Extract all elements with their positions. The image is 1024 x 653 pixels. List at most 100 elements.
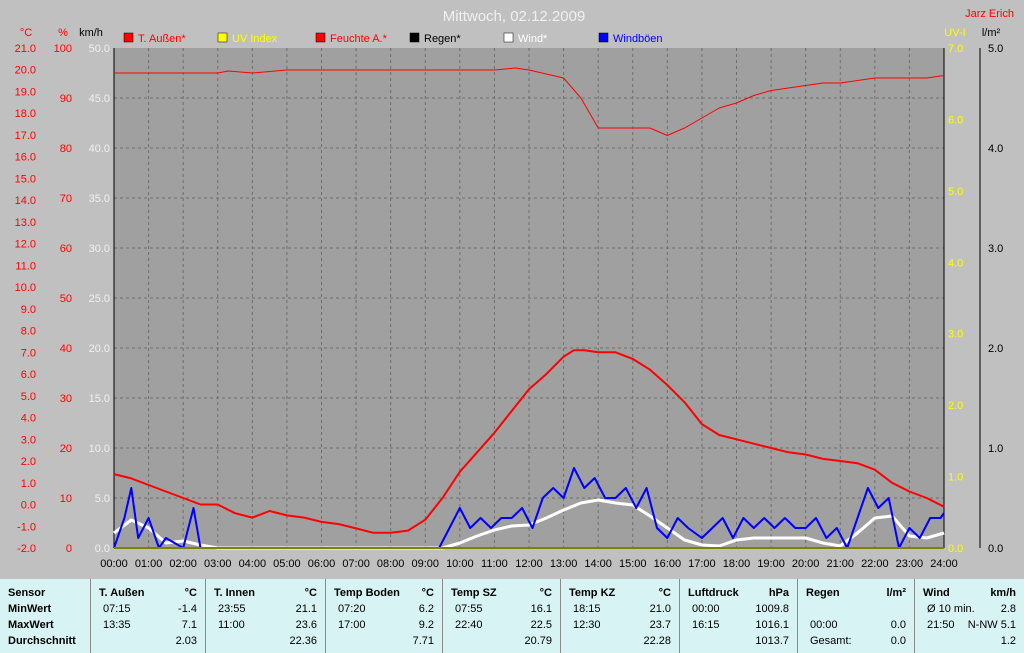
- wind-tick-label: 35.0: [89, 193, 110, 205]
- humidity-tick-label: 0: [66, 543, 72, 555]
- humidity-tick-label: 20: [60, 443, 72, 455]
- temp-tick-label: 3.0: [21, 434, 36, 446]
- temp-tick-label: 19.0: [15, 86, 36, 98]
- column-title: Temp Boden: [334, 587, 400, 599]
- legend-label: Windböen: [613, 33, 663, 45]
- column-title: Temp KZ: [569, 587, 616, 599]
- stats-column: Temp KZ °C 18:15 21.0 12:30 23.7 22.28: [560, 579, 679, 653]
- temp-tick-label: 16.0: [15, 152, 36, 164]
- legend-label: T. Außen*: [138, 33, 186, 45]
- x-tick-label: 24:00: [930, 558, 958, 570]
- min-time: 18:15: [573, 603, 601, 615]
- avg-value: 1.2: [1000, 635, 1016, 647]
- minwert-label: MinWert: [8, 603, 52, 615]
- legend-label: Wind*: [518, 33, 548, 45]
- stats-column: Regen l/m² 00:00 0.0 Gesamt: 0.0: [797, 579, 914, 653]
- maxwert-label: MaxWert: [8, 619, 54, 631]
- max-value: 22.5: [530, 619, 552, 631]
- stats-table: Sensor MinWert MaxWert Durchschnitt T. A…: [0, 579, 1024, 653]
- x-tick-label: 15:00: [619, 558, 647, 570]
- column-unit: km/h: [990, 587, 1016, 599]
- temp-tick-label: 11.0: [15, 260, 36, 272]
- min-value: 21.1: [295, 603, 317, 615]
- x-tick-label: 00:00: [100, 558, 128, 570]
- max-time: 22:40: [455, 619, 483, 631]
- uv-axis-unit: UV-I: [944, 27, 965, 39]
- humidity-tick-label: 60: [60, 243, 72, 255]
- min-time: Ø 10 min.: [927, 603, 975, 615]
- temp-tick-label: 15.0: [15, 173, 36, 185]
- min-time: 00:00: [692, 603, 720, 615]
- humidity-tick-label: 70: [60, 193, 72, 205]
- x-tick-label: 14:00: [584, 558, 612, 570]
- x-tick-label: 17:00: [688, 558, 716, 570]
- min-time: 07:55: [455, 603, 483, 615]
- max-time: 13:35: [103, 619, 131, 631]
- legend-swatch: [409, 32, 420, 43]
- avg-value: 7.71: [412, 635, 434, 647]
- temp-axis-unit: °C: [20, 27, 32, 39]
- temp-tick-label: 0.0: [21, 500, 36, 512]
- temp-tick-label: -2.0: [17, 543, 36, 555]
- x-tick-label: 04:00: [239, 558, 267, 570]
- wind-tick-label: 50.0: [89, 43, 110, 55]
- max-time: 12:30: [573, 619, 601, 631]
- temp-tick-label: 10.0: [15, 282, 36, 294]
- stats-column: T. Innen °C 23:55 21.1 11:00 23.6 22.36: [205, 579, 325, 653]
- max-time: 00:00: [810, 619, 838, 631]
- temp-tick-label: 5.0: [21, 391, 36, 403]
- weather-chart: 00:00 01:00 02:00 03:00 04:00 05:00 06:00 07:00…: [14, 8, 1014, 570]
- humidity-tick-label: 50: [60, 293, 72, 305]
- uv-tick-label: 5.0: [948, 186, 963, 198]
- wind-axis-unit: km/h: [79, 27, 103, 39]
- column-unit: °C: [539, 587, 552, 599]
- rain-tick-label: 3.0: [988, 243, 1003, 255]
- x-tick-label: 13:00: [550, 558, 578, 570]
- uv-tick-label: 2.0: [948, 400, 963, 412]
- max-value: 23.6: [295, 619, 317, 631]
- x-tick-label: 19:00: [757, 558, 785, 570]
- stats-rowlabels: Sensor MinWert MaxWert Durchschnitt: [0, 579, 90, 653]
- durchschnitt-label: Durchschnitt: [8, 635, 76, 647]
- avg-value: 1013.7: [755, 635, 789, 647]
- avg-value: 22.36: [289, 635, 317, 647]
- column-title: Regen: [806, 587, 840, 599]
- series-lines: [113, 67, 945, 550]
- min-value: 6.2: [418, 603, 434, 615]
- max-value: 1016.1: [755, 619, 789, 631]
- temp-tick-label: 7.0: [21, 347, 36, 359]
- wind-tick-label: 0.0: [95, 543, 110, 555]
- x-tick-label: 20:00: [792, 558, 820, 570]
- x-tick-label: 10:00: [446, 558, 474, 570]
- temp-tick-label: 12.0: [15, 239, 36, 251]
- grid: [114, 48, 944, 548]
- x-tick-label: 16:00: [654, 558, 682, 570]
- wind-tick-label: 30.0: [89, 243, 110, 255]
- x-tick-label: 11:00: [481, 558, 508, 570]
- temp-tick-label: 4.0: [21, 413, 36, 425]
- x-tick-label: 03:00: [204, 558, 232, 570]
- x-tick-label: 23:00: [896, 558, 924, 570]
- min-value: 1009.8: [755, 603, 789, 615]
- avg-label: Gesamt:: [810, 635, 852, 647]
- temp-tick-label: 20.0: [15, 65, 36, 77]
- temp-tick-label: -1.0: [17, 521, 36, 533]
- series-line-feuchte-a-: [114, 67, 945, 136]
- wind-tick-label: 15.0: [89, 393, 110, 405]
- legend-label: UV Index: [232, 33, 278, 45]
- x-tick-label: 07:00: [342, 558, 370, 570]
- legend-swatch: [123, 32, 134, 43]
- axes: 00:00 01:00 02:00 03:00 04:00 05:00 06:00 07:00…: [15, 43, 1004, 570]
- chart-title: Mittwoch, 02.12.2009: [443, 8, 586, 25]
- temp-tick-label: 21.0: [15, 43, 36, 55]
- avg-value: 20.79: [524, 635, 552, 647]
- x-tick-label: 18:00: [723, 558, 751, 570]
- temp-tick-label: 17.0: [15, 130, 36, 142]
- avg-value: 0.0: [890, 635, 906, 647]
- wind-tick-label: 5.0: [95, 493, 110, 505]
- temp-tick-label: 8.0: [21, 326, 36, 338]
- stats-column: T. Außen °C 07:15 -1.4 13:35 7.1 2.03: [90, 579, 205, 653]
- rain-tick-label: 1.0: [988, 443, 1003, 455]
- humidity-axis-unit: %: [58, 27, 68, 39]
- column-unit: °C: [304, 587, 317, 599]
